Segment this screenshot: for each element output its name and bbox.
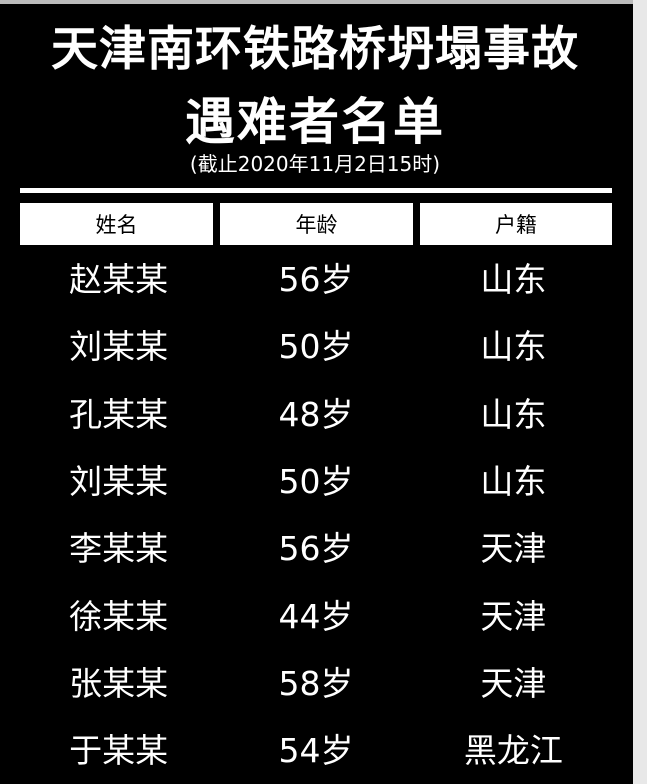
header-age: 年龄 (220, 203, 413, 245)
cell-hometown: 黑龙江 (463, 731, 563, 771)
table-row: 徐某某 44岁 天津 (20, 587, 612, 647)
top-border (0, 0, 647, 4)
right-border (633, 0, 647, 784)
cell-age: 58岁 (278, 663, 354, 703)
cell-name: 赵某某 (69, 260, 169, 299)
title-line-2: 遇难者名单 (185, 93, 445, 151)
title-line-1: 天津南环铁路桥坍塌事故 (51, 22, 579, 77)
cell-hometown: 山东 (480, 260, 547, 299)
cell-hometown: 山东 (480, 327, 547, 367)
cell-name: 刘某某 (69, 461, 169, 501)
subtitle: (截止2020年11月2日15时) (189, 152, 441, 176)
cell-age: 44岁 (278, 596, 354, 636)
cell-name: 孔某某 (69, 394, 169, 434)
table-row: 赵某某 56岁 山东 (20, 250, 612, 310)
table-row: 张某某 58岁 天津 (20, 654, 612, 714)
cell-age: 48岁 (278, 394, 354, 434)
table-row: 刘某某 50岁 山东 (20, 452, 612, 512)
cell-hometown: 天津 (480, 529, 547, 569)
cell-name: 刘某某 (69, 327, 169, 367)
cell-name: 张某某 (69, 663, 169, 703)
header-name: 姓名 (20, 203, 213, 245)
cell-age: 56岁 (278, 529, 354, 569)
table-row: 刘某某 50岁 山东 (20, 317, 612, 377)
cell-hometown: 山东 (480, 461, 547, 501)
cell-hometown: 天津 (480, 596, 547, 636)
cell-name: 李某某 (69, 529, 169, 569)
table-row: 孔某某 48岁 山东 (20, 385, 612, 445)
cell-age: 56岁 (278, 260, 354, 299)
cell-hometown: 天津 (480, 663, 547, 703)
cell-name: 徐某某 (69, 596, 169, 636)
cell-hometown: 山东 (480, 394, 547, 434)
cell-name: 于某某 (69, 731, 169, 771)
cell-age: 50岁 (278, 327, 354, 367)
header-hometown: 户籍 (420, 203, 612, 245)
table-row: 于某某 54岁 黑龙江 (20, 721, 612, 781)
divider (20, 188, 612, 193)
cell-age: 54岁 (278, 731, 354, 771)
table-row: 李某某 56岁 天津 (20, 519, 612, 579)
cell-age: 50岁 (278, 461, 354, 501)
